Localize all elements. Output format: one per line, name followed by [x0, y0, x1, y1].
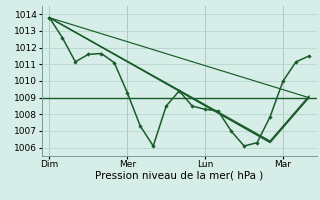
- X-axis label: Pression niveau de la mer( hPa ): Pression niveau de la mer( hPa ): [95, 171, 263, 181]
